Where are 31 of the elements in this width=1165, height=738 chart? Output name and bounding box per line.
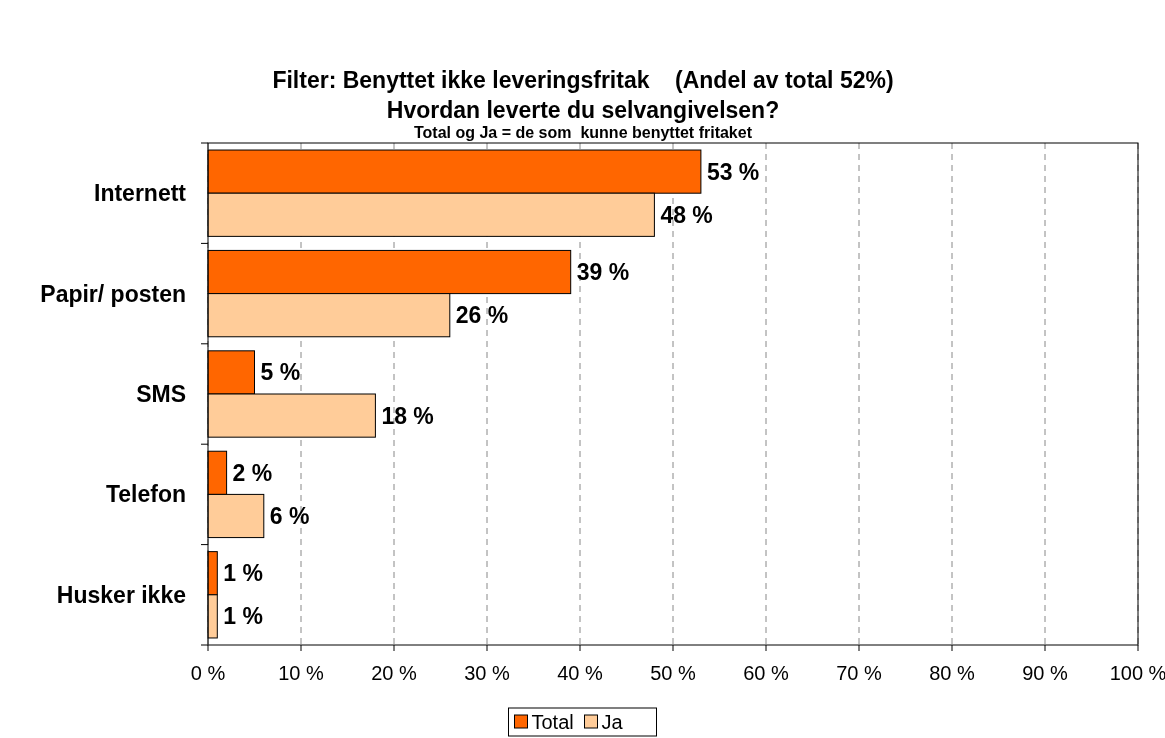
- data-label: 48 %: [660, 201, 713, 228]
- x-tick-label: 10 %: [278, 662, 325, 684]
- legend-label: Total: [531, 711, 574, 733]
- data-label: 18 %: [381, 402, 434, 429]
- data-label: 2 %: [232, 459, 273, 486]
- x-tick-label: 100 %: [1109, 662, 1165, 684]
- x-tick-label: 70 %: [836, 662, 883, 684]
- data-label: 5 %: [260, 359, 301, 386]
- x-tick-label: 90 %: [1022, 662, 1069, 684]
- data-label: 26 %: [455, 302, 509, 329]
- x-tick-label: 20 %: [371, 662, 418, 684]
- text: Total og Ja = de som kunne benyttet fritaket: [414, 124, 753, 141]
- x-tick-label: 40 %: [557, 662, 604, 684]
- y-tick-label: Internett: [94, 180, 187, 207]
- data-label: 1 %: [223, 603, 263, 630]
- data-label: 6 %: [269, 503, 310, 530]
- y-tick-label: Papir/ posten: [40, 280, 186, 307]
- chart-subtitle: Hvordan leverte du selvangivelsen?: [386, 97, 780, 123]
- data-label: 53 %: [706, 158, 760, 185]
- x-tick-label: 30 %: [464, 662, 511, 684]
- x-tick-label: 50 %: [650, 662, 697, 684]
- x-tick-label: 0 %: [190, 662, 226, 684]
- y-tick-label: Husker ikke: [56, 581, 186, 608]
- data-label: 1 %: [223, 560, 263, 587]
- x-tick-label: 60 %: [743, 662, 790, 684]
- x-tick-label: 80 %: [929, 662, 976, 684]
- y-tick-label: Telefon: [105, 481, 186, 508]
- data-label: 39 %: [576, 259, 630, 286]
- legend-label: Ja: [601, 711, 624, 733]
- y-tick-label: SMS: [136, 381, 186, 408]
- chart-title: Filter: Benyttet ikke leveringsfritak (Andel av total 52%): [272, 67, 894, 93]
